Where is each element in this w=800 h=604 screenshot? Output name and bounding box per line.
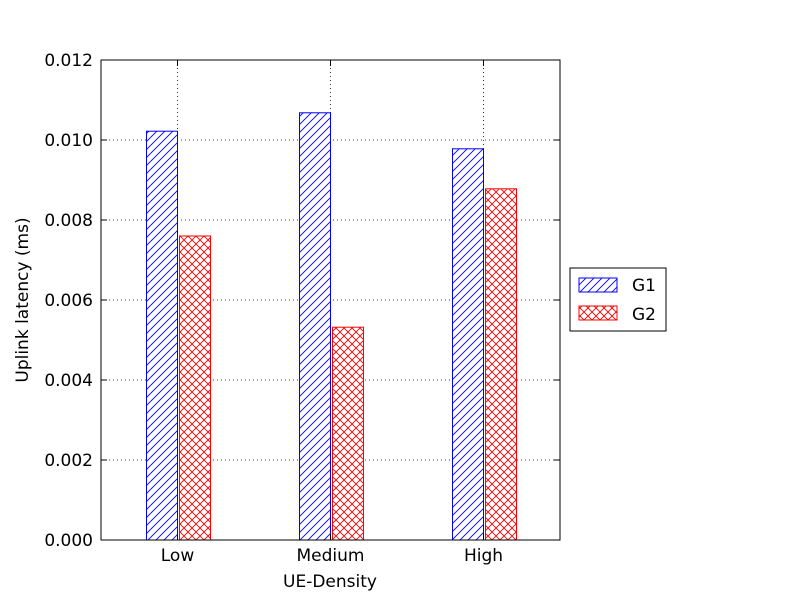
legend-swatch-g2 <box>578 305 618 321</box>
legend-label-g2: G2 <box>632 305 656 325</box>
x-tick-label-high: High <box>464 546 503 566</box>
bars <box>146 112 517 541</box>
bar-g2-low <box>179 235 211 541</box>
legend-swatch-g1 <box>578 277 618 293</box>
x-tick-label-medium: Medium <box>297 546 365 566</box>
bar-g2-medium <box>332 326 364 541</box>
y-tick-label-0: 0.000 <box>44 531 93 551</box>
legend: G1 G2 <box>569 267 667 332</box>
bar-g2-high <box>485 188 517 541</box>
bar-g1-high <box>452 148 484 541</box>
y-tick-label-6: 0.012 <box>44 51 93 71</box>
y-tick-label-3: 0.006 <box>44 291 93 311</box>
tick-labels: 0.000 0.002 0.004 0.006 0.008 0.010 0.012 Low Me… <box>44 51 503 566</box>
y-axis-label: Uplink latency (ms) <box>13 217 33 382</box>
y-tick-label-5: 0.010 <box>44 131 93 151</box>
legend-label-g1: G1 <box>632 276 656 296</box>
bar-g1-low <box>146 130 178 541</box>
bar-g1-medium <box>299 112 331 541</box>
y-tick-label-2: 0.004 <box>44 371 93 391</box>
x-tick-label-low: Low <box>161 546 195 566</box>
axes <box>100 59 561 541</box>
y-tick-label-1: 0.002 <box>44 451 93 471</box>
y-tick-label-4: 0.008 <box>44 211 93 231</box>
x-axis-label: UE-Density <box>283 572 377 592</box>
